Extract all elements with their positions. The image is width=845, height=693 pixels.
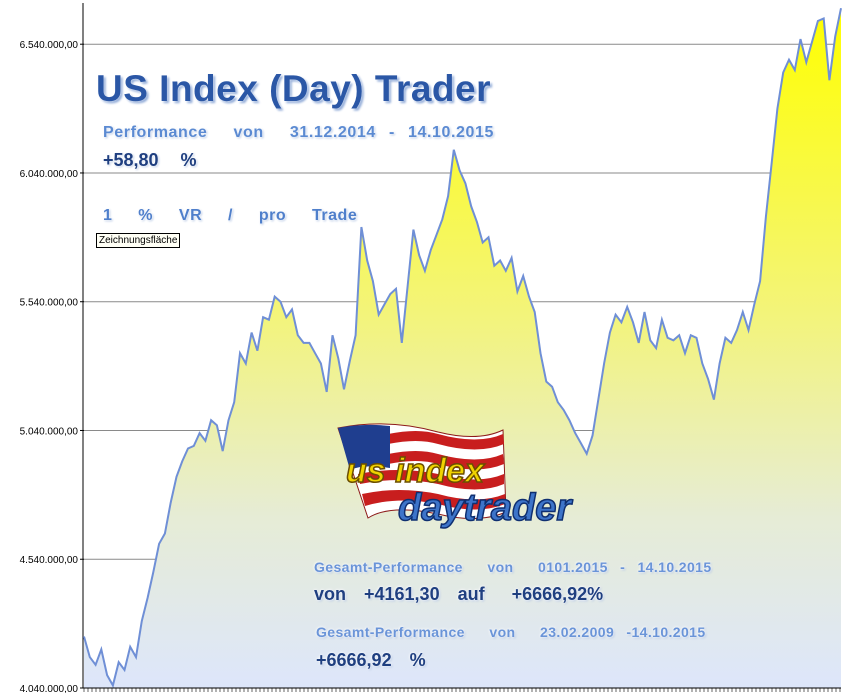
- y-tick-labels: 4.040.000,00 4.540.000,00 5.040.000,00 5.54…: [20, 40, 84, 693]
- gesamt-performance-2015-value: von +4161,30 auf +6666,92%: [314, 584, 604, 604]
- logo-word-daytrader: daytrader: [398, 487, 573, 529]
- us-index-daytrader-logo: us index daytrader: [337, 423, 574, 530]
- gesamt-performance-2015-label: Gesamt-Performance von 0101.2015 - 14.10…: [314, 559, 712, 575]
- equity-line: [83, 7, 842, 689]
- y-tick-label: 6.040.000,00: [20, 169, 79, 180]
- chart-title: US Index (Day) Trader: [96, 68, 492, 109]
- y-tick-label: 5.040.000,00: [20, 426, 79, 437]
- y-tick-label: 5.540.000,00: [20, 298, 79, 309]
- risk-per-trade-label: 1 % VR / pro Trade: [103, 207, 358, 224]
- performance-value: +58,80 %: [103, 150, 197, 170]
- y-tick-label: 4.040.000,00: [20, 684, 79, 693]
- plot-area-tooltip: Zeichnungsfläche: [96, 233, 181, 248]
- logo-word-us-index: us index: [346, 452, 486, 490]
- performance-period-label: Performance von 31.12.2014 - 14.10.2015: [103, 124, 495, 141]
- equity-area: [84, 8, 841, 688]
- gesamt-performance-2009-value: +6666,92 %: [316, 650, 426, 670]
- us-flag-icon: [337, 423, 507, 520]
- gesamt-performance-2009-label: Gesamt-Performance von 23.02.2009 -14.10…: [316, 624, 706, 640]
- x-axis-ticks: [83, 688, 841, 692]
- y-tick-label: 6.540.000,00: [20, 40, 79, 51]
- y-tick-label: 4.540.000,00: [20, 555, 79, 566]
